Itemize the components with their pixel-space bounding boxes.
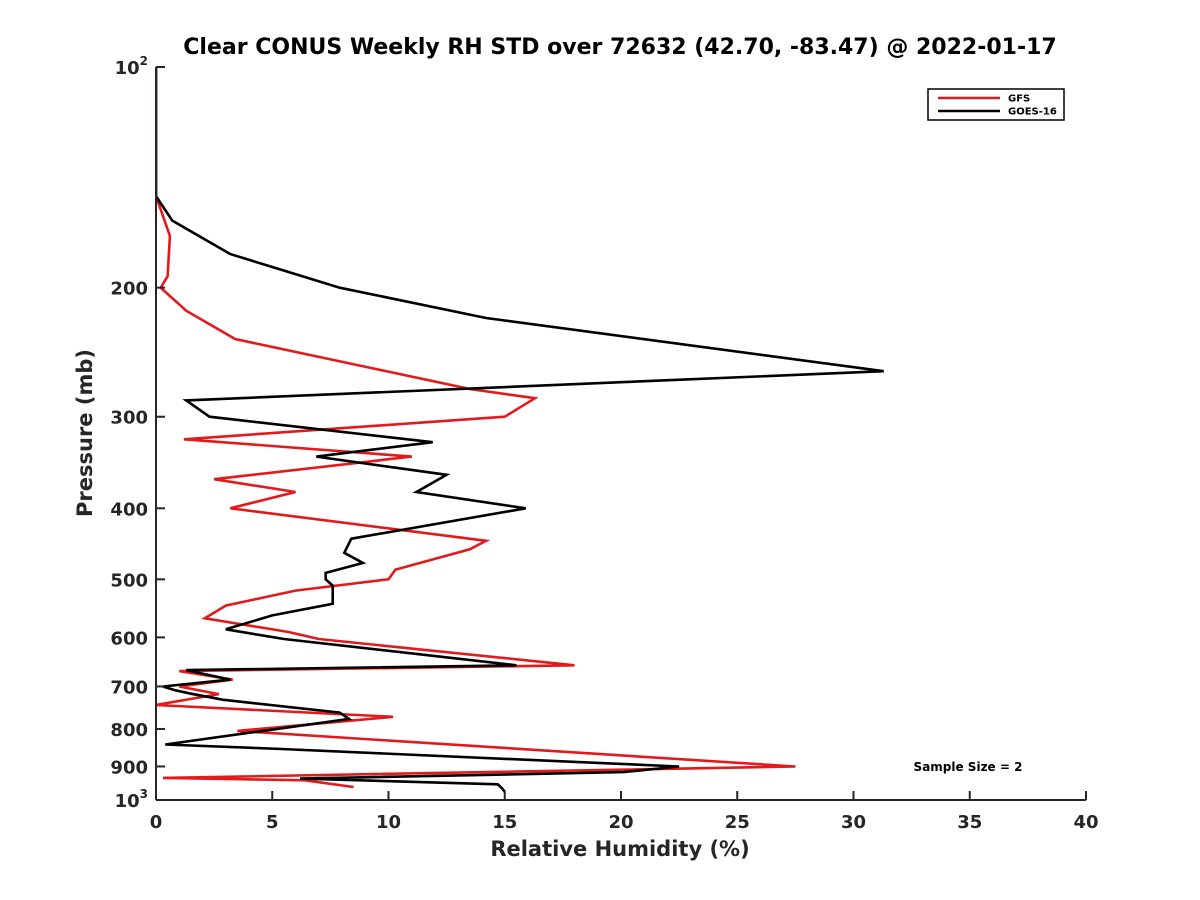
x-tick-label: 15 (492, 812, 517, 833)
series-line-goes-16 (156, 67, 884, 793)
y-tick-label: 200 (110, 279, 148, 300)
legend-label: GFS (1008, 94, 1030, 105)
x-tick-label: 10 (376, 812, 401, 833)
y-tick-label: 700 (110, 677, 148, 698)
y-tick-label: 103 (115, 787, 148, 812)
y-tick-label: 102 (115, 54, 148, 79)
y-axis-label: Pressure (mb) (73, 349, 97, 517)
y-tick-label: 600 (110, 628, 148, 649)
x-tick-label: 40 (1073, 812, 1098, 833)
x-tick-label: 35 (957, 812, 982, 833)
y-tick-label: 400 (110, 499, 148, 520)
x-axis: 0 5 10 15 20 25 30 35 40 (150, 791, 1099, 833)
x-tick-label: 5 (266, 812, 279, 833)
y-tick-label: 500 (110, 570, 148, 591)
y-axis: 102 200 300 400 500 600 700 800 900 103 (110, 54, 165, 812)
chart-title: Clear CONUS Weekly RH STD over 72632 (42… (183, 35, 1056, 60)
y-tick-label: 800 (110, 720, 148, 741)
x-tick-label: 30 (841, 812, 866, 833)
plot-area (155, 67, 1086, 801)
x-tick-label: 20 (608, 812, 633, 833)
legend-label: GOES-16 (1008, 107, 1057, 118)
y-tick-label: 300 (110, 408, 148, 429)
series-line-gfs (156, 67, 796, 789)
x-tick-label: 25 (725, 812, 750, 833)
x-axis-label: Relative Humidity (%) (490, 837, 749, 861)
legend: GFS GOES-16 (927, 88, 1065, 121)
sample-size-annotation: Sample Size = 2 (914, 760, 1023, 774)
y-tick-label: 900 (110, 757, 148, 778)
legend-box (927, 88, 1065, 121)
x-tick-label: 0 (150, 812, 163, 833)
